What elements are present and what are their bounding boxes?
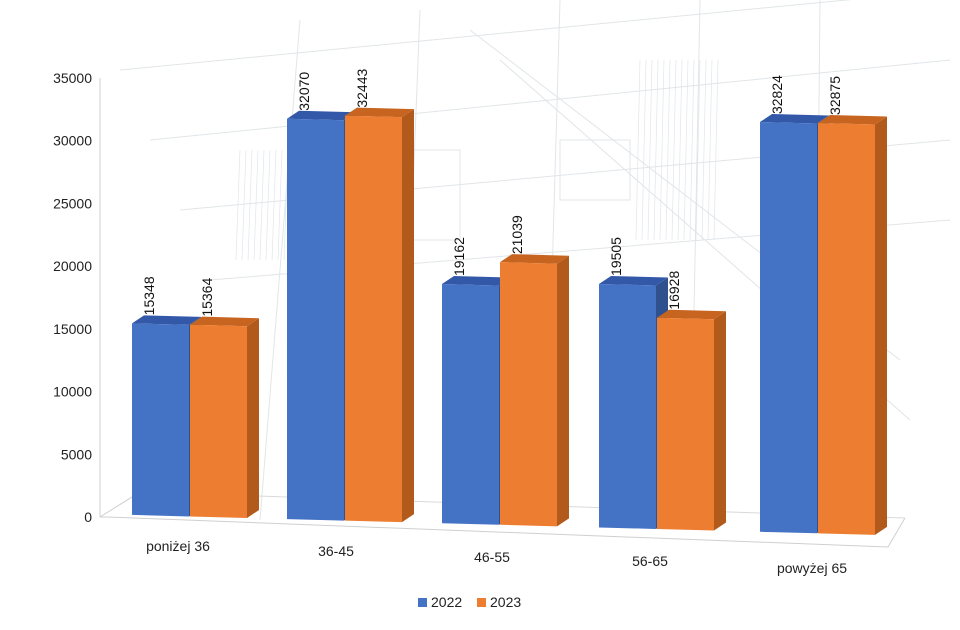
bar-top-2022-4: [760, 114, 829, 124]
bar-top-2022-1: [287, 110, 356, 121]
x-tick-label: poniżej 36: [146, 538, 210, 554]
bar-side-2023-1: [402, 109, 414, 523]
legend-label-2022[interactable]: 2022: [431, 594, 462, 610]
y-tick-label: 5000: [61, 446, 92, 462]
x-tick-label: powyżej 65: [777, 560, 847, 576]
y-tick-label: 0: [84, 509, 92, 525]
bar-2023-0[interactable]: [190, 324, 247, 519]
bar-top-2023-0: [190, 316, 259, 327]
y-tick-label: 20000: [53, 258, 92, 274]
data-label: 19162: [451, 237, 467, 276]
data-labels: 15348 15364 32070 32443 19162 21039 19505 16928…: [141, 68, 843, 316]
y-axis-ticks: 0 5000 10000 15000 20000 25000 30000 35000: [53, 70, 92, 525]
bar-2022-3[interactable]: [599, 283, 656, 529]
bar-side-2023-2: [557, 255, 569, 527]
bar-side-2023-0: [247, 318, 259, 519]
bars: [132, 107, 887, 535]
x-axis-ticks: poniżej 36 36-45 46-55 56-65 powyżej 65: [146, 538, 847, 576]
legend: 2022 2023: [418, 594, 521, 610]
bar-top-2023-3: [657, 309, 726, 320]
data-label: 15364: [199, 278, 215, 317]
x-tick-label: 56-65: [632, 553, 668, 569]
bar-2022-1[interactable]: [287, 118, 344, 521]
bar-top-2023-1: [345, 107, 414, 118]
bar-top-2022-0: [132, 315, 201, 325]
data-label: 21039: [509, 215, 525, 254]
x-tick-label: 36-45: [318, 543, 354, 559]
bar-top-2022-2: [442, 276, 511, 286]
y-tick-label: 15000: [53, 321, 92, 337]
bar-top-2023-4: [818, 114, 887, 125]
legend-label-2023[interactable]: 2023: [490, 594, 521, 610]
legend-swatch-2022: [418, 598, 427, 607]
bar-side-2023-4: [875, 116, 887, 535]
y-tick-label: 30000: [53, 133, 92, 149]
bar-top-2022-3: [599, 275, 668, 286]
data-label: 32443: [354, 68, 370, 107]
bar-2023-1[interactable]: [345, 115, 402, 523]
y-tick-label: 35000: [53, 70, 92, 86]
data-label: 32824: [769, 75, 785, 114]
bar-2022-4[interactable]: [760, 122, 817, 534]
bar-top-2023-2: [500, 254, 569, 264]
bar-side-2023-3: [714, 311, 726, 531]
bar-2023-2[interactable]: [500, 262, 557, 527]
bar-2023-4[interactable]: [818, 122, 875, 535]
data-label: 32875: [827, 76, 843, 115]
data-label: 32070: [296, 72, 312, 111]
bar-2022-0[interactable]: [132, 323, 189, 517]
data-label: 19505: [608, 237, 624, 276]
data-label: 16928: [666, 271, 682, 310]
bar-2022-2[interactable]: [442, 284, 499, 525]
data-label: 15348: [141, 276, 157, 315]
bar-2023-3[interactable]: [657, 317, 714, 531]
y-tick-label: 25000: [53, 195, 92, 211]
x-tick-label: 46-55: [474, 549, 510, 565]
legend-swatch-2023: [477, 598, 486, 607]
y-tick-label: 10000: [53, 384, 92, 400]
